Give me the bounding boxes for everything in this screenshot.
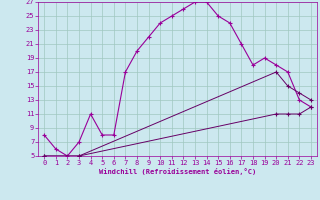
X-axis label: Windchill (Refroidissement éolien,°C): Windchill (Refroidissement éolien,°C) xyxy=(99,168,256,175)
